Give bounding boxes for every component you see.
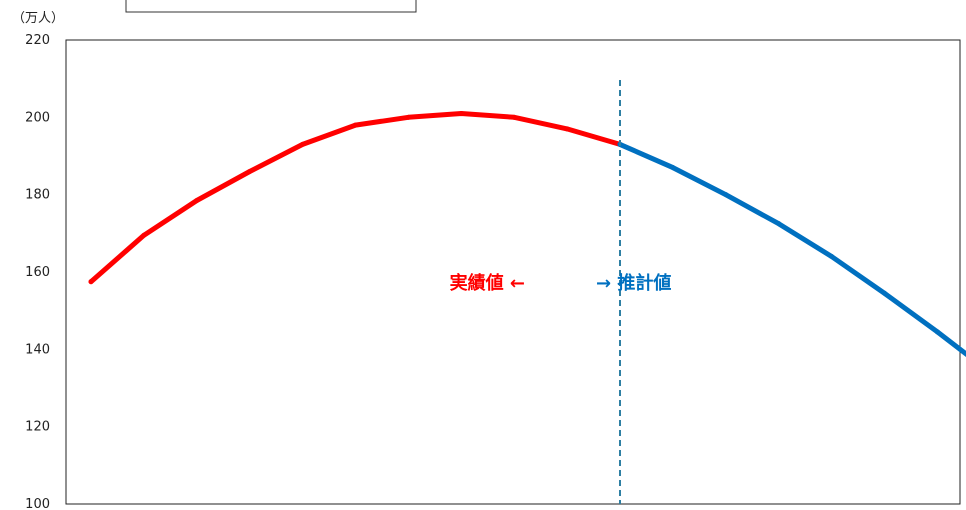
data-point xyxy=(458,110,464,116)
data-point xyxy=(934,329,940,335)
data-point xyxy=(564,126,570,132)
data-point xyxy=(723,192,729,198)
data-point xyxy=(300,141,306,147)
data-point xyxy=(88,279,94,285)
y-tick-label: 120 xyxy=(25,420,50,435)
data-point xyxy=(141,232,147,238)
data-point xyxy=(405,114,411,120)
y-tick-label: 200 xyxy=(25,110,50,125)
top-legend-box xyxy=(125,0,417,13)
series-line-1 xyxy=(617,141,966,358)
data-point xyxy=(829,254,835,260)
data-point xyxy=(353,122,358,128)
data-point xyxy=(247,168,253,174)
data-point xyxy=(194,197,200,203)
data-point xyxy=(670,165,676,171)
data-point xyxy=(882,290,887,296)
data-point xyxy=(511,114,517,120)
plot-area xyxy=(65,39,961,505)
annotation-estimate: → 推計値 xyxy=(596,272,671,294)
annotation-actual: 実績値 ← xyxy=(450,272,525,294)
data-point xyxy=(776,221,782,227)
y-tick-label: 140 xyxy=(25,342,50,357)
y-axis-unit-label: （万人） xyxy=(12,11,64,26)
y-tick-label: 180 xyxy=(25,188,50,203)
y-tick-label: 220 xyxy=(25,33,50,48)
y-tick-label: 100 xyxy=(25,497,50,510)
y-tick-label: 160 xyxy=(25,265,50,280)
series-line-0 xyxy=(88,111,623,285)
